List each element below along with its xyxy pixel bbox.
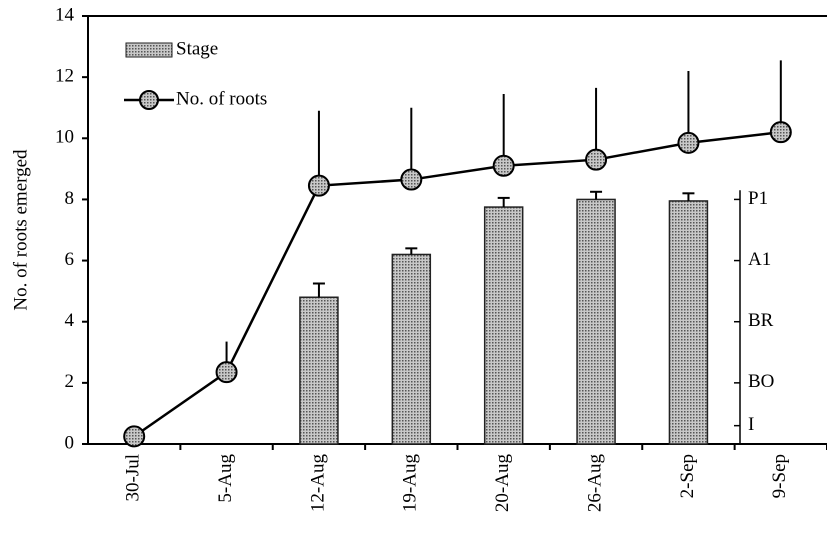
line	[133, 130, 781, 438]
y-tick-label: 8	[65, 188, 75, 209]
y-tick-label: 0	[65, 432, 75, 453]
marker	[307, 174, 330, 197]
legend-swatch	[125, 42, 173, 58]
bar	[299, 296, 339, 445]
y-tick-label: 2	[65, 371, 75, 392]
x-tick-label: 19-Aug	[400, 454, 421, 513]
bar	[668, 200, 709, 445]
x-tick-label: 9-Sep	[769, 454, 790, 498]
marker	[215, 361, 238, 384]
marker	[769, 121, 792, 144]
x-tick-label: 2-Sep	[677, 454, 698, 498]
marker	[123, 425, 146, 448]
y-tick-label: 14	[55, 4, 75, 25]
y-axis-label: No. of roots emerged	[10, 149, 31, 311]
marker	[400, 168, 423, 191]
legend-label: Stage	[176, 38, 218, 59]
y-tick-label: 6	[65, 249, 75, 270]
x-tick-label: 12-Aug	[307, 454, 328, 513]
x-tick-label: 5-Aug	[215, 454, 236, 503]
y-tick-label: 4	[65, 310, 75, 331]
x-tick-label: 26-Aug	[584, 454, 605, 513]
legend-swatch	[139, 90, 159, 110]
marker	[585, 148, 608, 171]
stage-tick-label: BR	[748, 310, 774, 331]
stage-tick-label: I	[748, 414, 754, 435]
bar	[391, 253, 432, 445]
y-tick-label: 12	[55, 66, 74, 87]
marker	[677, 131, 700, 154]
bar	[483, 206, 524, 445]
x-tick-label: 20-Aug	[492, 454, 513, 513]
stage-tick-label: P1	[748, 188, 768, 209]
bar	[576, 198, 616, 445]
x-tick-label: 30-Jul	[123, 454, 144, 502]
stage-tick-label: BO	[748, 371, 774, 392]
y-tick-label: 10	[55, 127, 74, 148]
stage-tick-label: A1	[748, 249, 771, 270]
marker	[492, 154, 515, 177]
legend-label: No. of roots	[176, 88, 267, 109]
